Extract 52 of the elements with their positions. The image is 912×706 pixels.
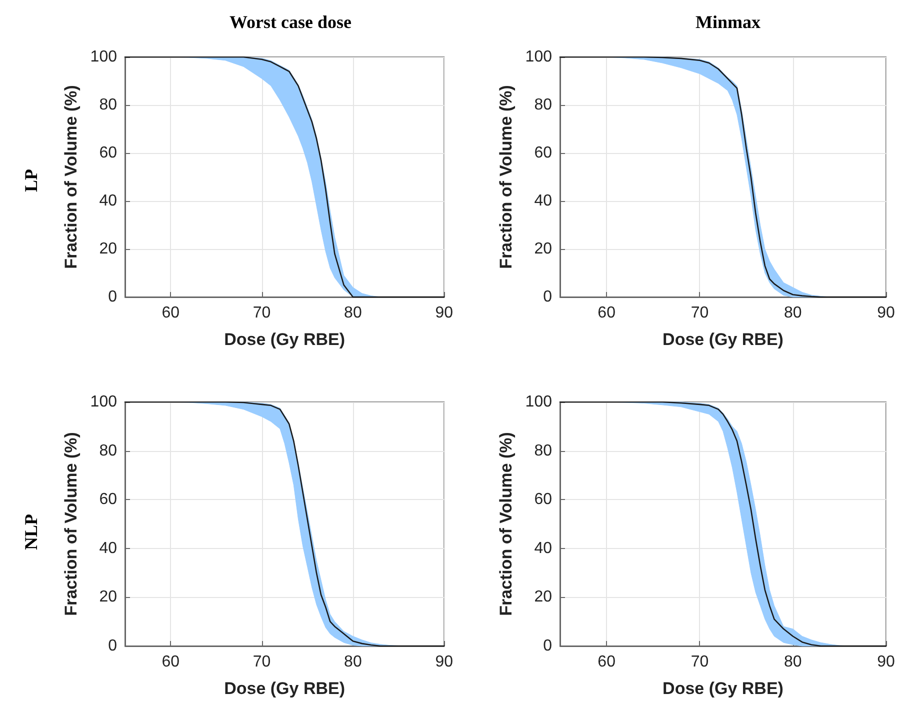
x-axis-title: Dose (Gy RBE): [224, 679, 346, 698]
y-tick-label: 40: [534, 540, 552, 557]
y-axis-title: Fraction of Volume (%): [61, 432, 80, 616]
x-tick-label: 90: [435, 304, 454, 322]
y-tick-label: 60: [99, 491, 118, 508]
y-tick-label: 80: [99, 96, 118, 114]
x-tick-label: 70: [690, 304, 709, 322]
x-tick-label: 80: [344, 654, 362, 670]
x-axis-title: Dose (Gy RBE): [662, 330, 784, 349]
y-tick-label: 80: [99, 442, 118, 460]
y-tick-label: 80: [534, 96, 552, 114]
y-axis-title: Fraction of Volume (%): [496, 432, 516, 616]
y-tick-label: 20: [534, 588, 552, 606]
chart-title: Worst case dose: [230, 12, 352, 32]
y-tick-label: 100: [525, 48, 552, 66]
y-tick-label: 60: [534, 144, 552, 162]
y-tick-label: 40: [99, 540, 118, 557]
y-tick-label: 40: [99, 192, 118, 210]
y-tick-label: 20: [99, 240, 118, 258]
x-tick-label: 90: [435, 654, 454, 670]
x-tick-label: 80: [784, 654, 802, 670]
x-tick-label: 70: [252, 304, 271, 322]
x-tick-label: 60: [162, 654, 180, 670]
x-tick-label: 90: [877, 304, 895, 322]
text: LP: [21, 168, 41, 192]
y-tick-label: 100: [525, 394, 552, 410]
x-tick-label: 90: [877, 654, 895, 670]
y-tick-label: 0: [108, 638, 118, 654]
x-tick-label: 60: [598, 304, 616, 322]
x-tick-label: 70: [690, 654, 709, 670]
x-tick-label: 60: [598, 654, 616, 670]
x-tick-label: 80: [344, 304, 362, 322]
y-tick-label: 60: [534, 491, 552, 508]
y-tick-label: 40: [534, 192, 552, 210]
y-tick-label: 80: [534, 442, 552, 460]
y-tick-label: 0: [543, 288, 552, 306]
y-axis-title: Fraction of Volume (%): [61, 85, 80, 269]
y-tick-label: 20: [99, 588, 118, 606]
text: NLP: [21, 514, 41, 550]
y-axis-title: Fraction of Volume (%): [496, 85, 516, 269]
y-tick-label: 100: [90, 48, 118, 66]
x-axis-title: Dose (Gy RBE): [662, 679, 784, 698]
y-tick-label: 0: [543, 638, 552, 654]
x-tick-label: 70: [252, 654, 271, 670]
x-tick-label: 80: [784, 304, 802, 322]
y-tick-label: 100: [90, 394, 118, 410]
chart-title: Minmax: [696, 12, 760, 32]
y-tick-label: 0: [108, 288, 118, 306]
x-tick-label: 60: [162, 304, 180, 322]
y-tick-label: 20: [534, 240, 552, 258]
x-axis-title: Dose (Gy RBE): [224, 330, 346, 349]
y-tick-label: 60: [99, 144, 118, 162]
